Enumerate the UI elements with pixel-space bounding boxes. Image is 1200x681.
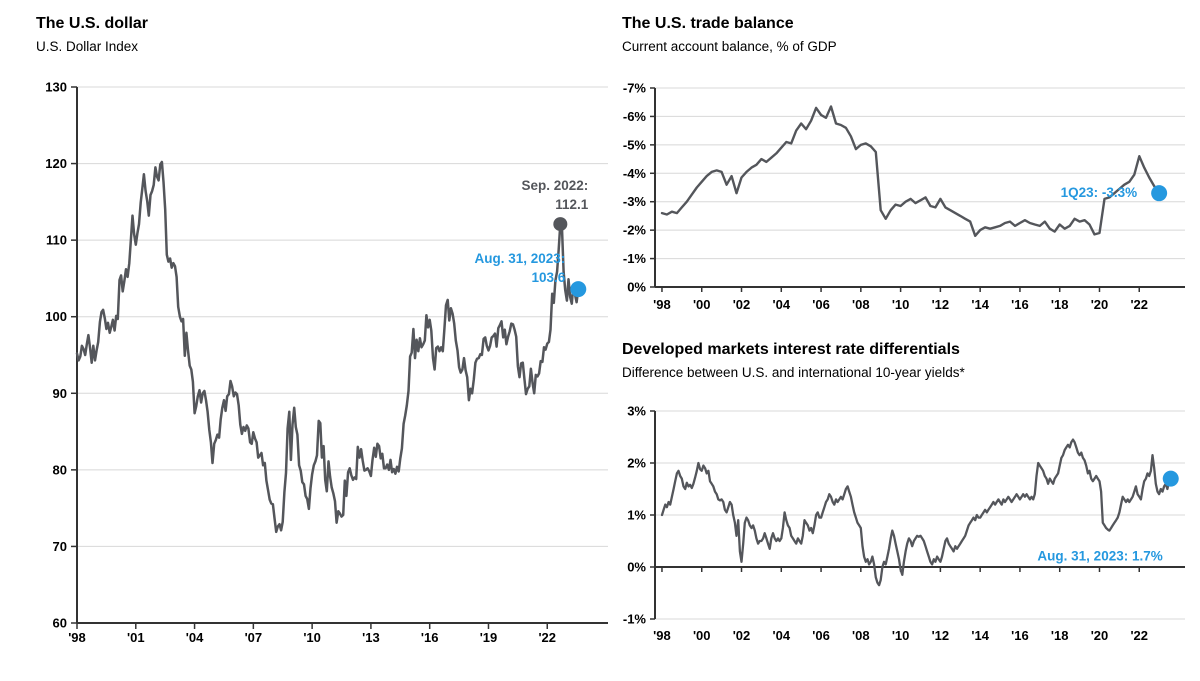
rate-differentials-line-chart: 3% 2% 1% 0% -1% '98 '00 '02 '04 '06 '08 '10 '12 '14 '1…	[623, 404, 1185, 643]
svg-text:'07: '07	[245, 630, 263, 645]
rate-differentials-chart-block: Developed markets interest rate differen…	[622, 340, 1200, 656]
svg-text:110: 110	[46, 233, 67, 248]
svg-text:'12: '12	[932, 297, 950, 312]
svg-text:'08: '08	[852, 297, 870, 312]
svg-text:'16: '16	[1011, 297, 1029, 312]
svg-text:-2%: -2%	[623, 223, 647, 238]
svg-text:'19: '19	[480, 630, 498, 645]
svg-text:'22: '22	[538, 630, 556, 645]
svg-text:'98: '98	[68, 630, 86, 645]
svg-text:'13: '13	[362, 630, 380, 645]
svg-text:'14: '14	[971, 297, 989, 312]
svg-text:'00: '00	[693, 628, 711, 643]
annotation-text: 112.1	[555, 197, 589, 212]
us-dollar-line-chart: 130 120 110 100 90 80 70 60'98 '01 '04 '07 '10 '13 '1…	[45, 80, 608, 645]
annotation-text: Aug. 31, 2023: 1.7%	[1037, 549, 1162, 564]
svg-text:0%: 0%	[627, 560, 646, 575]
svg-text:'04: '04	[773, 297, 791, 312]
highlight-point-marker	[553, 217, 568, 232]
annotation-text: 1Q23: -3.3%	[1061, 185, 1138, 200]
svg-text:'10: '10	[892, 628, 910, 643]
trade-balance-chart-title: The U.S. trade balance	[622, 15, 794, 32]
us-dollar-chart-subtitle: U.S. Dollar Index	[36, 39, 139, 54]
svg-text:-5%: -5%	[623, 137, 647, 152]
svg-text:60: 60	[53, 616, 67, 631]
svg-text:'02: '02	[733, 297, 751, 312]
svg-text:-1%: -1%	[623, 612, 647, 627]
svg-text:0%: 0%	[627, 280, 646, 295]
trade-balance-chart-block: The U.S. trade balance Current account b…	[622, 14, 1200, 320]
svg-text:70: 70	[53, 539, 67, 554]
svg-text:'04: '04	[186, 630, 204, 645]
svg-text:'06: '06	[812, 628, 830, 643]
svg-text:'04: '04	[773, 628, 791, 643]
us-dollar-chart-block: The U.S. dollar U.S. Dollar Index 130 120…	[36, 14, 618, 660]
svg-text:'98: '98	[653, 297, 671, 312]
svg-text:100: 100	[45, 309, 67, 324]
svg-text:-6%: -6%	[623, 109, 647, 124]
series-line	[660, 438, 1172, 587]
svg-text:'98: '98	[653, 628, 671, 643]
svg-text:'10: '10	[303, 630, 321, 645]
svg-text:'16: '16	[421, 630, 439, 645]
svg-text:'10: '10	[892, 297, 910, 312]
svg-text:1%: 1%	[627, 508, 646, 523]
svg-text:'06: '06	[812, 297, 830, 312]
svg-text:2%: 2%	[627, 456, 646, 471]
svg-text:-1%: -1%	[623, 251, 647, 266]
svg-text:'16: '16	[1011, 628, 1029, 643]
rate-differentials-chart-title: Developed markets interest rate differen…	[622, 341, 960, 358]
svg-text:-3%: -3%	[623, 194, 647, 209]
latest-point-marker	[1151, 185, 1168, 202]
svg-text:'01: '01	[127, 630, 145, 645]
svg-text:'22: '22	[1130, 297, 1148, 312]
svg-text:90: 90	[53, 386, 67, 401]
annotation-text: 103.6	[531, 270, 565, 285]
trade-balance-chart-subtitle: Current account balance, % of GDP	[622, 39, 837, 54]
rate-differentials-chart-subtitle: Difference between U.S. and internationa…	[622, 365, 965, 380]
latest-point-marker	[1162, 470, 1179, 487]
us-dollar-chart-title: The U.S. dollar	[36, 15, 149, 32]
series-line	[660, 105, 1161, 237]
svg-text:'00: '00	[693, 297, 711, 312]
svg-text:-4%: -4%	[623, 166, 647, 181]
trade-balance-line-chart: -7% -6% -5% -4% -3% -2% -1% 0% '98 '00 '02 '04 '06 '0…	[623, 81, 1185, 312]
series-line	[75, 160, 580, 534]
svg-text:'14: '14	[971, 628, 989, 643]
svg-text:3%: 3%	[627, 404, 646, 419]
svg-text:'08: '08	[852, 628, 870, 643]
svg-text:130: 130	[45, 80, 67, 95]
svg-text:'12: '12	[932, 628, 950, 643]
svg-text:'20: '20	[1091, 297, 1109, 312]
annotation-text: Sep. 2022:	[522, 178, 589, 193]
svg-text:120: 120	[45, 156, 67, 171]
annotation-text: Aug. 31, 2023:	[474, 251, 565, 266]
latest-point-marker	[570, 281, 587, 298]
svg-text:-7%: -7%	[623, 81, 647, 96]
svg-text:'22: '22	[1130, 628, 1148, 643]
svg-text:'18: '18	[1051, 628, 1069, 643]
svg-text:80: 80	[53, 462, 67, 477]
svg-text:'02: '02	[733, 628, 751, 643]
svg-text:'20: '20	[1091, 628, 1109, 643]
svg-text:'18: '18	[1051, 297, 1069, 312]
